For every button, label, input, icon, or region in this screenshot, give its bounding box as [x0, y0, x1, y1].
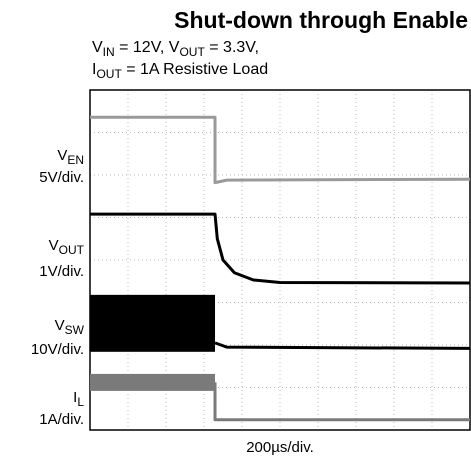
- subtitle-text: I: [92, 61, 96, 78]
- subscript: SW: [65, 323, 85, 337]
- channel-scale: 1A/div.: [39, 411, 84, 428]
- channel-name-text: V: [55, 317, 65, 334]
- subscript: EN: [67, 153, 84, 167]
- subscript: OUT: [59, 243, 85, 257]
- noise-band: [90, 294, 216, 352]
- x-axis-label: 200µs/div.: [246, 439, 314, 456]
- chart-title: Shut-down through Enable: [174, 7, 468, 33]
- channel-scale: 1V/div.: [39, 263, 84, 280]
- channel-name: VEN: [57, 147, 84, 167]
- subtitle-text: = 1A Resistive Load: [122, 61, 268, 78]
- channel-name: IL: [73, 389, 84, 409]
- subtitle-text: = 12V, V: [115, 39, 180, 56]
- subscript: IN: [103, 45, 115, 59]
- channel-name-text: I: [73, 389, 77, 406]
- subtitle-text: = 3.3V,: [205, 39, 259, 56]
- subscript: OUT: [179, 45, 205, 59]
- subtitle-text: V: [92, 39, 103, 56]
- noise-band: [90, 373, 216, 391]
- channel-name: VOUT: [49, 237, 85, 257]
- channel-name-text: V: [49, 237, 59, 254]
- plot-frame: [89, 89, 471, 431]
- trace: [90, 212, 471, 285]
- subtitle: VIN = 12V, VOUT = 3.3V,: [92, 39, 259, 59]
- channel-scale: 10V/div.: [31, 341, 84, 358]
- trace: [213, 382, 470, 422]
- subscript: OUT: [96, 67, 122, 81]
- subscript: L: [77, 395, 84, 409]
- trace: [90, 115, 471, 185]
- subtitle: IOUT = 1A Resistive Load: [92, 61, 268, 81]
- trace: [214, 341, 471, 350]
- channel-scale: 5V/div.: [39, 169, 84, 186]
- channel-name-text: V: [57, 147, 67, 164]
- channel-name: VSW: [55, 317, 85, 337]
